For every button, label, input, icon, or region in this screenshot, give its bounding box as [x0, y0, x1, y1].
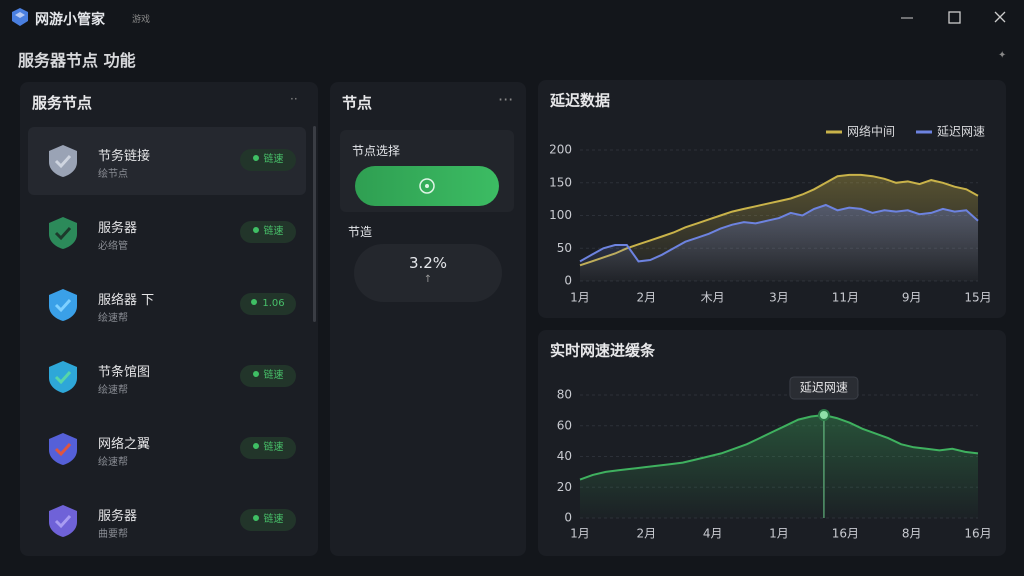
x-tick-label: 11月	[832, 291, 859, 305]
button-icon	[419, 178, 435, 194]
series-line	[579, 203, 979, 263]
node-status: 链速	[240, 221, 296, 243]
x-tick-label: 2月	[637, 291, 657, 305]
node-status: 链速	[240, 365, 296, 387]
series-line	[579, 413, 979, 481]
panel-title: 服务节点	[32, 94, 93, 112]
x-tick-label: 4月	[703, 527, 723, 541]
y-tick-label: 0	[564, 511, 572, 525]
node-name: 服务器	[98, 509, 138, 524]
panel-menu[interactable]: ··	[290, 92, 298, 106]
node-icon	[49, 217, 77, 249]
x-tick-label: 9月	[902, 291, 922, 305]
series-area	[580, 415, 978, 518]
node-item[interactable]: 服务器必络管 链速	[28, 199, 306, 267]
y-tick-label: 80	[557, 388, 572, 402]
node-item[interactable]: 节条馆图绘速帮 链速	[28, 343, 306, 411]
node-item[interactable]: 网络之翼绘速帮 链速	[28, 415, 306, 483]
series-line	[579, 173, 979, 267]
node-name: 节条馆图	[98, 365, 151, 380]
node-sub: 绘速帮	[98, 457, 128, 468]
y-tick-label: 100	[549, 208, 572, 222]
select-button[interactable]	[355, 166, 499, 206]
legend-label: 网络中间	[847, 124, 895, 139]
node-item[interactable]: 服务器曲要帮 链速	[28, 487, 306, 555]
node-name: 节务链接	[98, 149, 151, 164]
x-tick-label: 16月	[832, 527, 859, 541]
series-area	[580, 205, 978, 281]
node-item[interactable]: 节务链接绘节点 链速	[28, 127, 306, 195]
node-sub: 绘节点	[98, 169, 128, 180]
speed-value: 3.2%	[408, 254, 448, 272]
panel-menu[interactable]: ···	[498, 90, 514, 109]
node-name: 网络之翼	[98, 437, 151, 452]
annotation-box	[789, 376, 859, 400]
x-tick-label: 1月	[570, 527, 590, 541]
x-tick-label: 16月	[964, 527, 991, 541]
pin[interactable]: ✦	[998, 50, 1007, 61]
window-controls[interactable]	[895, 8, 1015, 28]
panel-title: 节点	[342, 94, 373, 112]
x-tick-label: 8月	[902, 527, 922, 541]
node-status: 1.06	[240, 293, 296, 315]
select-card: 节点选择	[340, 130, 514, 212]
x-tick-label: 1月	[769, 527, 789, 541]
node-icon	[49, 361, 77, 393]
y-tick-label: 60	[557, 418, 572, 432]
y-tick-label: 40	[557, 449, 572, 463]
node-item[interactable]: 服络器 下绘速帮 1.06	[28, 271, 306, 339]
y-tick-label: 20	[557, 480, 572, 494]
y-tick-label: 0	[564, 274, 572, 288]
annotation-text: 延迟网速	[800, 380, 848, 394]
node-sub: 必络管	[98, 241, 128, 252]
node-name: 服务器	[98, 221, 138, 236]
speed-card: 3.2% ↑	[354, 244, 502, 302]
node-name: 服络器 下	[98, 293, 155, 308]
x-tick-label: 木月	[701, 291, 725, 305]
app-badge: 游戏	[132, 15, 151, 25]
page-heading: 服务器节点 功能	[18, 51, 136, 70]
node-icon	[49, 289, 77, 321]
y-tick-label: 200	[549, 143, 572, 157]
node-status: 链速	[240, 509, 296, 531]
x-tick-label: 1月	[570, 291, 590, 305]
x-tick-label: 2月	[637, 527, 657, 541]
node-status: 链速	[240, 149, 296, 171]
node-panel: 节点 ··· 节点选择 节造 3.2% ↑	[330, 82, 526, 556]
y-tick-label: 150	[549, 175, 572, 189]
chart-title: 延迟数据	[549, 92, 610, 110]
x-tick-label: 3月	[769, 291, 789, 305]
select-label: 节点选择	[352, 144, 401, 158]
legend-label: 延迟网速	[937, 125, 985, 139]
node-icon	[49, 433, 77, 465]
node-sub: 曲要帮	[98, 529, 128, 540]
scrollbar[interactable]	[313, 126, 316, 322]
app-title: 网游小管家	[35, 12, 105, 28]
node-status: 链速	[240, 437, 296, 459]
app-icon	[12, 8, 28, 26]
speed-arrow: ↑	[423, 274, 433, 285]
y-tick-label: 50	[557, 241, 572, 255]
speed-label: 节造	[348, 225, 373, 239]
node-icon	[49, 505, 77, 537]
x-tick-label: 15月	[964, 291, 991, 305]
node-sub: 绘速帮	[98, 385, 128, 396]
node-icon	[49, 145, 77, 177]
annotation-point	[817, 408, 830, 421]
node-sub: 绘速帮	[98, 313, 128, 324]
chart-title: 实时网速进缓条	[550, 342, 656, 360]
